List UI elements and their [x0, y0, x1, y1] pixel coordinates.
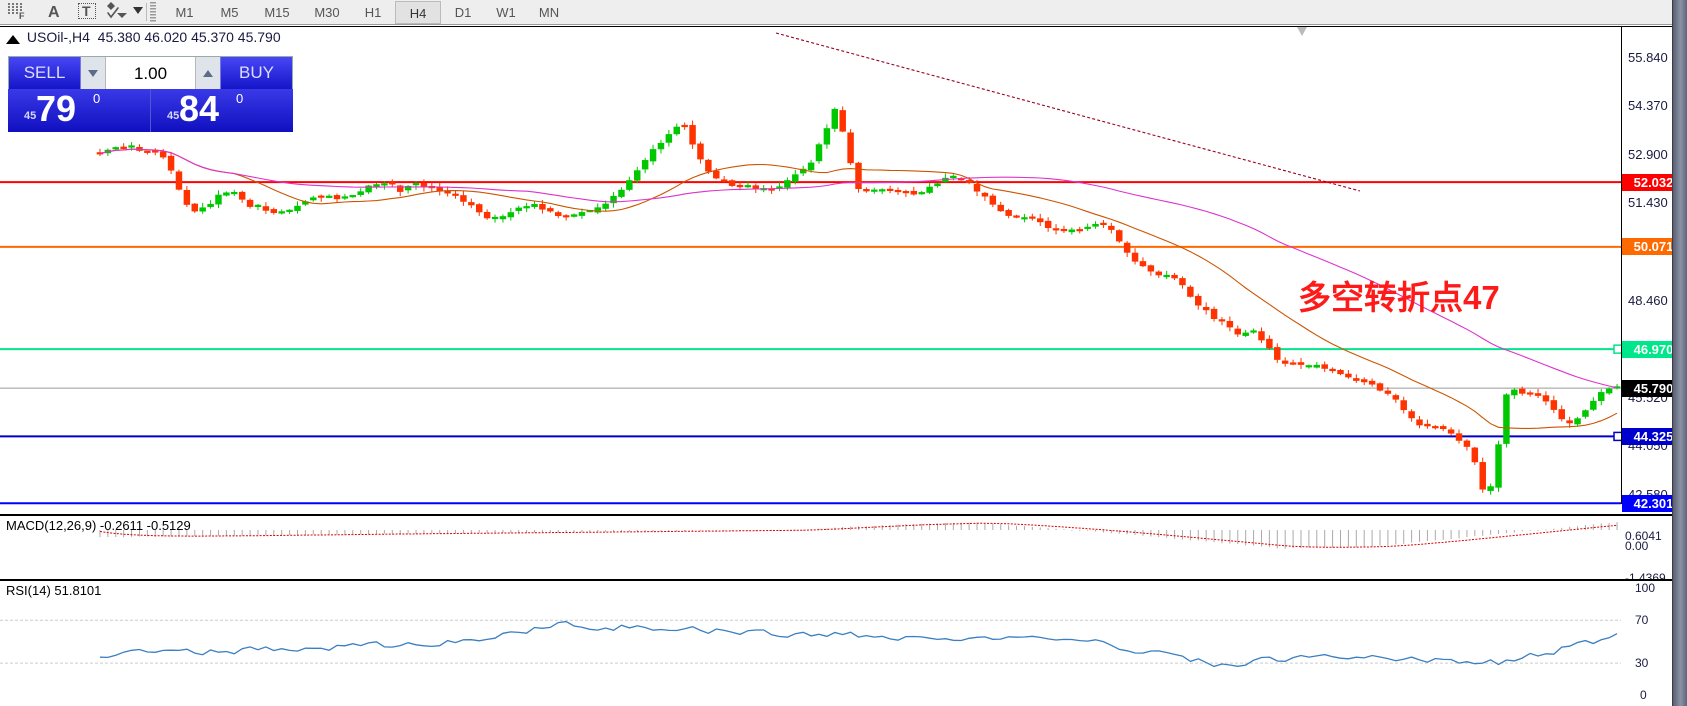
svg-text:F: F [19, 11, 25, 19]
